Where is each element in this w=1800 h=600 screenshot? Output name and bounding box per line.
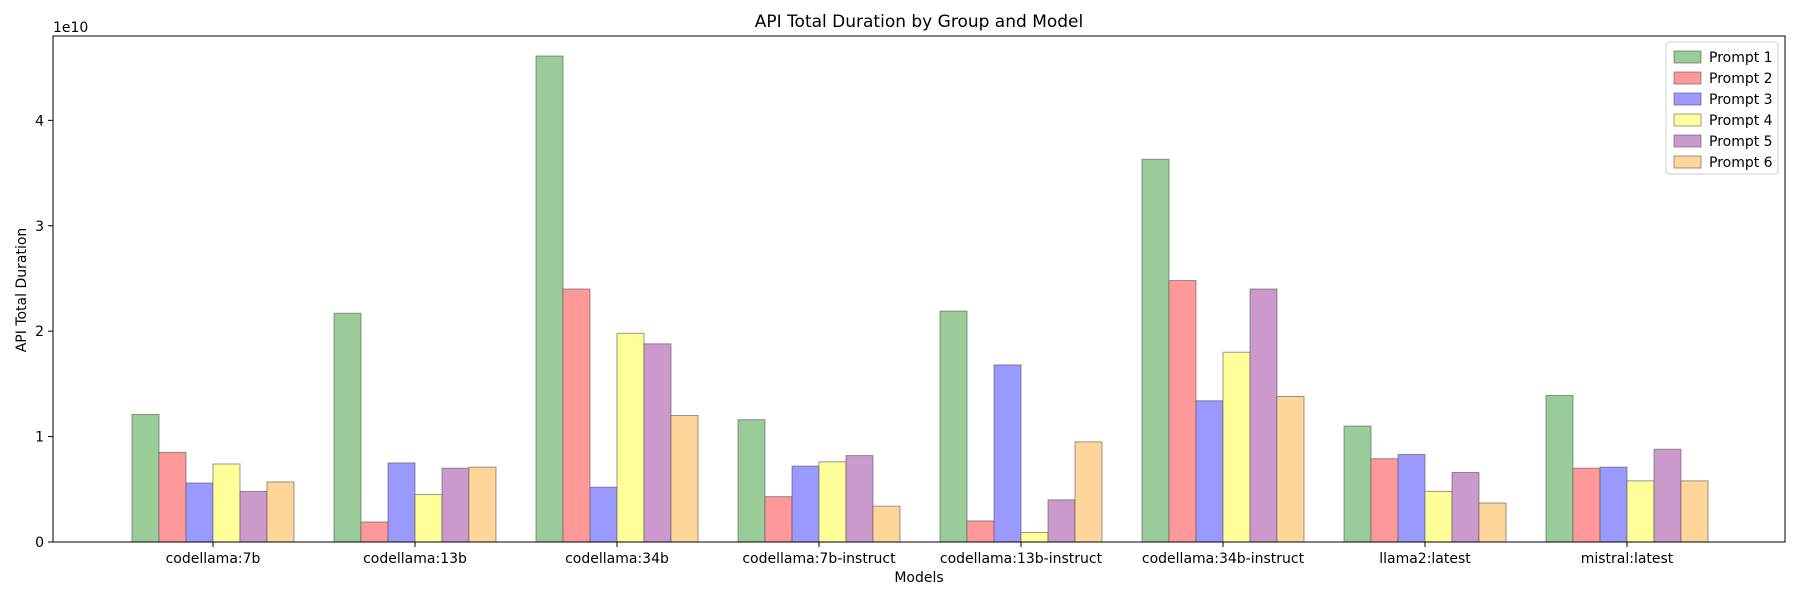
legend-swatch [1673, 134, 1702, 148]
bar-1-4 [737, 419, 766, 543]
bar-2-1 [158, 451, 187, 543]
bar-6-7 [1478, 502, 1507, 543]
bar-4-6 [1222, 351, 1251, 543]
bar-2-8 [1572, 467, 1601, 543]
x-axis-label: Models [894, 570, 943, 586]
y-tick-label: 2 [35, 324, 44, 340]
bar-4-4 [818, 461, 847, 543]
legend-label: Prompt 3 [1709, 92, 1773, 108]
bar-6-4 [872, 505, 901, 543]
bar-2-5 [966, 520, 995, 543]
axes-group: 0 1 2 3 4 codellama:7b codellama:13b codellama:… [35, 35, 1786, 567]
y-tick-label: 1 [35, 430, 44, 446]
bar-1-7 [1343, 425, 1372, 543]
chart-title: API Total Duration by Group and Model [755, 12, 1084, 32]
bar-5-6 [1249, 288, 1278, 543]
bars-group [131, 55, 1709, 543]
bar-3-8 [1599, 466, 1628, 543]
bar-1-3 [535, 55, 564, 543]
bar-5-2 [441, 467, 470, 543]
bar-3-7 [1397, 454, 1426, 543]
legend-swatch [1673, 71, 1702, 85]
bar-4-8 [1626, 480, 1655, 543]
plot-frame [52, 35, 1786, 543]
legend-swatch [1673, 50, 1702, 64]
bar-4-7 [1424, 490, 1453, 543]
x-tick-label: codellama:34b-instruct [1142, 551, 1305, 567]
bar-1-1 [131, 413, 160, 543]
x-tick-label: codellama:7b-instruct [742, 551, 896, 567]
legend-swatch [1673, 155, 1702, 169]
legend-swatch [1673, 113, 1702, 127]
y-axis-label: API Total Duration [14, 228, 30, 353]
y-tick-label: 0 [35, 535, 44, 551]
bar-6-2 [468, 466, 497, 543]
bar-6-6 [1276, 396, 1305, 543]
x-tick-label: codellama:34b [565, 551, 669, 567]
bar-1-6 [1141, 158, 1170, 543]
bar-6-3 [670, 415, 699, 543]
x-tick-label: mistral:latest [1581, 551, 1674, 567]
bar-4-2 [414, 494, 443, 543]
bar-5-4 [845, 455, 874, 543]
legend: Prompt 1 Prompt 2 Prompt 3 Prompt 4 Prompt 5… [1665, 41, 1779, 175]
legend-label: Prompt 2 [1709, 71, 1773, 87]
bar-1-8 [1545, 394, 1574, 543]
legend-label: Prompt 5 [1709, 134, 1773, 150]
bar-1-5 [939, 310, 968, 543]
bar-5-7 [1451, 471, 1480, 543]
bar-6-5 [1074, 441, 1103, 543]
bar-2-6 [1168, 280, 1197, 543]
bar-4-5 [1020, 532, 1049, 543]
bar-5-5 [1047, 499, 1076, 543]
legend-swatch [1673, 92, 1702, 106]
x-tick-label: codellama:7b [166, 551, 261, 567]
y-tick-label: 4 [35, 113, 44, 129]
y-axis-multiplier: 1e10 [53, 20, 88, 36]
bar-2-4 [764, 496, 793, 543]
x-tick-label: codellama:13b [363, 551, 467, 567]
x-tick-label: codellama:13b-instruct [940, 551, 1103, 567]
x-tick-label: llama2:latest [1379, 551, 1471, 567]
bar-1-2 [333, 312, 362, 543]
bar-5-8 [1653, 448, 1682, 543]
bar-5-3 [643, 343, 672, 543]
legend-label: Prompt 4 [1709, 113, 1773, 129]
bar-4-1 [212, 463, 241, 543]
bar-3-1 [185, 482, 214, 543]
bar-6-8 [1680, 480, 1709, 543]
y-tick-label: 3 [35, 219, 44, 235]
bar-3-4 [791, 465, 820, 543]
bar-3-5 [993, 364, 1022, 543]
bar-3-2 [387, 462, 416, 543]
legend-label: Prompt 6 [1709, 155, 1773, 171]
bar-3-6 [1195, 400, 1224, 543]
bar-4-3 [616, 332, 645, 543]
bar-2-7 [1370, 458, 1399, 543]
bar-5-1 [239, 490, 268, 543]
legend-label: Prompt 1 [1709, 50, 1773, 66]
bar-6-1 [266, 481, 295, 543]
bar-2-3 [562, 288, 591, 543]
bar-2-2 [360, 521, 389, 543]
bar-3-3 [589, 486, 618, 543]
